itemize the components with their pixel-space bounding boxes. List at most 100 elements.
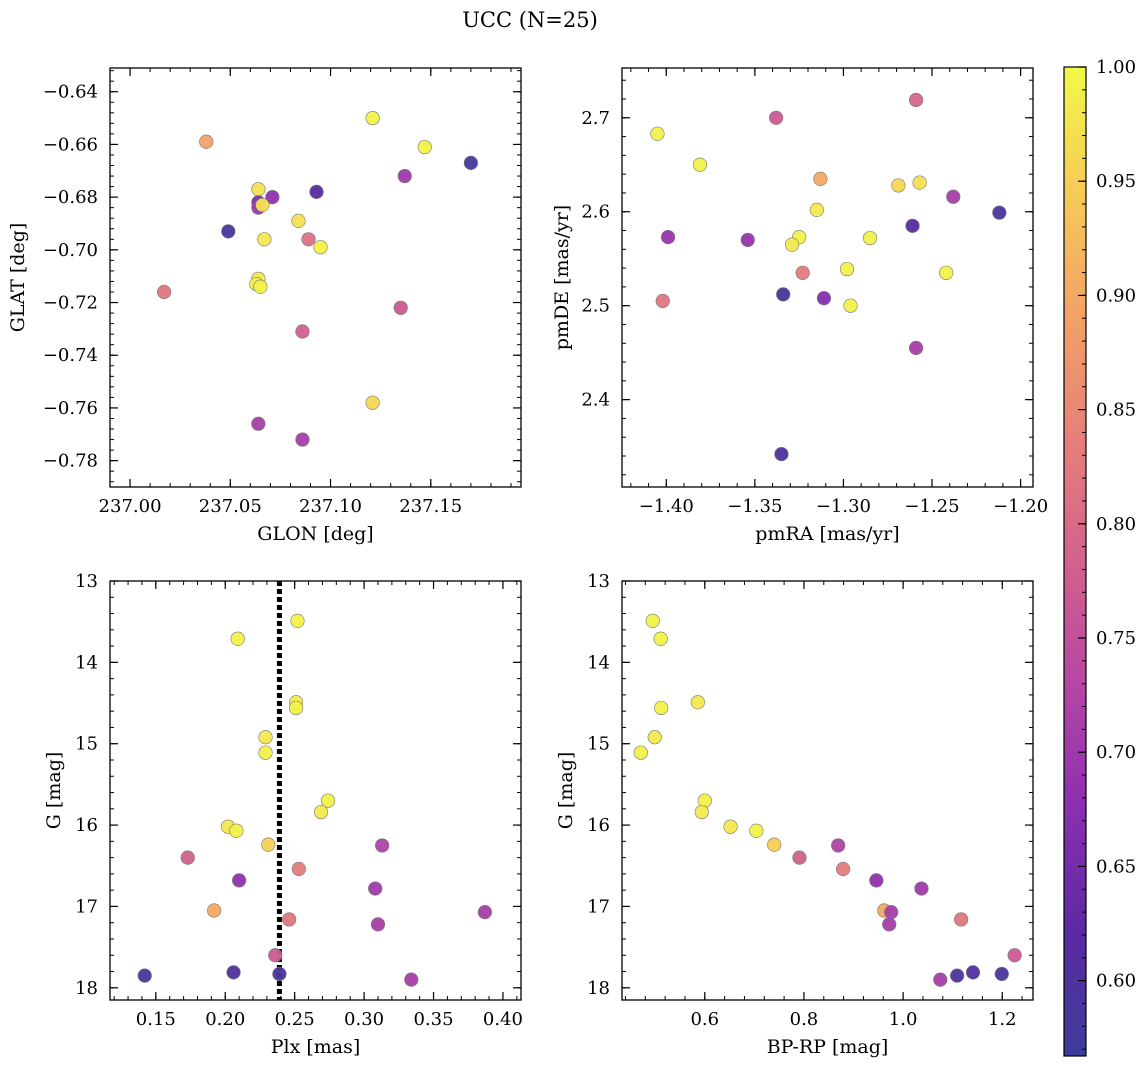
scatter-point	[365, 395, 380, 410]
x-tick-label: 0.8	[790, 1009, 819, 1030]
scatter-point	[950, 968, 965, 983]
y-tick-label: −0.64	[43, 82, 98, 103]
axes-frame	[621, 67, 1034, 488]
scatter-point	[994, 966, 1009, 982]
scatter-point	[417, 139, 432, 155]
y-tick-label: 15	[75, 734, 98, 755]
x-tick-label: 0.30	[344, 1009, 384, 1030]
y-tick-label: −0.76	[43, 398, 98, 419]
scatter-point	[912, 175, 927, 190]
subplots: 237.00 237.05 237.10 237.15 −0.64 −0.66 −0.68 −…	[7, 67, 1048, 1058]
scatter-point	[251, 416, 266, 431]
y-tick-label: 17	[75, 896, 98, 917]
axes-frame	[109, 67, 522, 488]
x-tick-label: 0.15	[136, 1009, 176, 1030]
colorbar-tick-label: 0.85	[1096, 400, 1136, 421]
x-tick-label: 237.00	[99, 496, 162, 517]
subplot-bprp-g: 0.6 0.8 1.0 1.2 13 14 15 16 17 18 BP-RP [mag] G [ma…	[555, 571, 1034, 1058]
scatter-point	[914, 881, 929, 896]
x-axis-label: Plx [mas]	[271, 1036, 361, 1058]
figure-title: UCC (N=25)	[462, 8, 598, 32]
colorbar-tick-label: 0.70	[1096, 742, 1136, 763]
colorbar-tick-label: 0.65	[1096, 856, 1136, 877]
scatter-point	[784, 237, 800, 252]
scatter-point	[660, 230, 676, 245]
x-tick-label: 237.15	[399, 496, 462, 517]
scatter-point	[404, 972, 419, 987]
scatter-point	[230, 631, 245, 646]
scatter-point	[199, 134, 214, 149]
colorbar-tick-label: 1.00	[1096, 57, 1136, 78]
scatter-point	[221, 224, 236, 239]
scatter-point	[365, 110, 380, 126]
scatter-point	[370, 917, 386, 932]
scatter-point	[694, 804, 709, 820]
scatter-point	[463, 155, 478, 170]
y-axis-label: G [mag]	[43, 752, 65, 830]
scatter-point	[180, 850, 195, 865]
subplot-glon-glat: 237.00 237.05 237.10 237.15 −0.64 −0.66 −0.68 −…	[7, 67, 522, 545]
scatter-point	[767, 837, 782, 852]
x-tick-label: 1.0	[889, 1009, 918, 1030]
scatter-point	[795, 265, 810, 280]
scatter-point	[393, 300, 408, 315]
colorbar: 0.60 0.65 0.70 0.75 0.80 0.85 0.90 0.95 1.00	[1063, 57, 1136, 1057]
scatter-point	[268, 948, 283, 963]
scatter-point	[258, 745, 273, 760]
y-tick-label: 2.5	[581, 296, 610, 317]
scatter-point	[290, 613, 305, 628]
scatter-point	[769, 110, 784, 125]
y-axis-label: GLAT [deg]	[7, 223, 29, 333]
scatter-point	[869, 873, 884, 888]
x-tick-label: −1.20	[993, 496, 1048, 517]
scatter-point	[882, 917, 897, 932]
scatter-point	[309, 184, 324, 199]
scatter-point	[690, 695, 705, 710]
scatter-point	[313, 240, 328, 255]
scatter-point	[647, 730, 662, 745]
x-tick-label: 0.40	[483, 1009, 523, 1030]
scatter-point	[226, 965, 241, 980]
y-tick-label: 16	[587, 815, 610, 836]
scatter-point	[137, 968, 152, 983]
subplot-pmra-pmde: −1.40 −1.35 −1.30 −1.25 −1.20 2.4 2.5 2.6 2.7 pmR…	[551, 67, 1048, 545]
colorbar-tick-label: 0.60	[1096, 971, 1136, 992]
scatter-point	[839, 261, 855, 277]
scatter-point	[291, 861, 306, 877]
y-tick-label: 2.4	[581, 390, 610, 411]
scatter-point	[288, 700, 304, 716]
scatter-point	[157, 284, 172, 300]
x-tick-label: 0.20	[205, 1009, 245, 1030]
x-axis-label: BP-RP [mag]	[767, 1036, 889, 1058]
scatter-point	[251, 182, 266, 197]
scatter-point	[258, 730, 273, 745]
scatter-point	[939, 265, 954, 280]
y-axis-label: pmDE [mas/yr]	[551, 205, 573, 350]
scatter-point	[291, 213, 306, 228]
scatter-point	[809, 202, 824, 217]
scatter-point	[295, 324, 310, 339]
y-tick-label: −0.70	[43, 240, 98, 261]
scatter-point	[253, 279, 268, 294]
scatter-point	[792, 850, 807, 865]
y-tick-label: −0.66	[43, 134, 98, 155]
x-tick-label: 1.2	[988, 1009, 1017, 1030]
scatter-point	[320, 793, 336, 808]
subplot-plx-g: 0.15 0.20 0.25 0.30 0.35 0.40 13 14 15 16 17 18 Plx …	[43, 571, 523, 1058]
y-tick-label: 13	[75, 571, 98, 592]
colorbar-tick-label: 0.75	[1096, 628, 1136, 649]
x-tick-label: 0.6	[690, 1009, 719, 1030]
scatter-point	[836, 861, 851, 877]
scatter-point	[261, 837, 276, 852]
scatter-point	[272, 966, 287, 982]
y-tick-label: 2.7	[581, 108, 610, 129]
scatter-point	[723, 819, 738, 834]
scatter-point	[282, 912, 297, 927]
scatter-point	[650, 126, 665, 141]
x-tick-label: −1.30	[816, 496, 871, 517]
y-tick-label: −0.68	[43, 187, 98, 208]
scatter-point	[908, 340, 924, 356]
scatter-point	[905, 218, 920, 233]
scatter-point	[992, 205, 1007, 220]
